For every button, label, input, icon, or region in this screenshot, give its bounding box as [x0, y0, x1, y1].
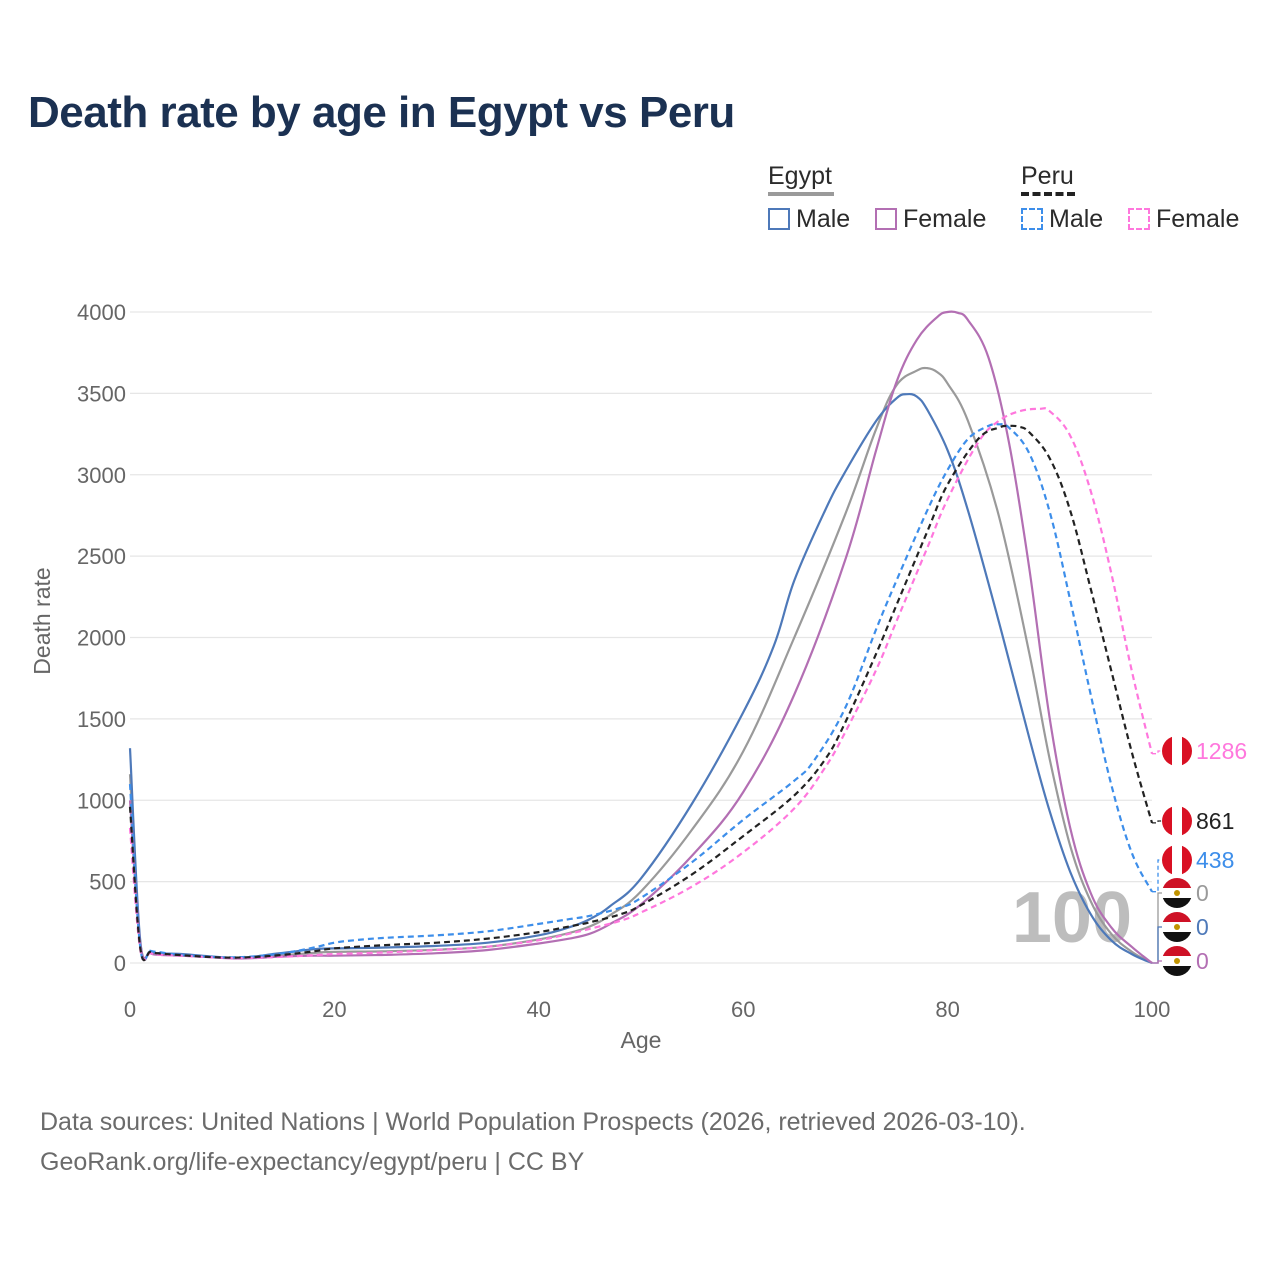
egypt-flag-icon	[1162, 878, 1192, 908]
legend-swatch-peru-female	[1128, 208, 1150, 230]
y-axis-title: Death rate	[29, 567, 55, 674]
end-label-connector	[1152, 750, 1162, 755]
end-label-connector	[1152, 859, 1162, 893]
legend-peru-total-line	[1021, 192, 1075, 196]
y-tick-label: 1000	[77, 788, 126, 813]
legend-group-peru-label: Peru	[1021, 162, 1074, 190]
legend-swatch-egypt-male	[768, 208, 790, 230]
end-value-label: 0	[1196, 880, 1209, 906]
legend-group-egypt-label: Egypt	[768, 162, 832, 190]
end-label-connectors	[1152, 750, 1162, 964]
x-tick-label: 60	[731, 997, 755, 1022]
peru-flag-icon	[1162, 736, 1192, 766]
y-tick-label: 2500	[77, 544, 126, 569]
egypt-flag-icon	[1162, 912, 1192, 942]
series-line-peru-total[interactable]	[128, 424, 1154, 962]
x-tick-label: 40	[527, 997, 551, 1022]
legend-egypt-male[interactable]: Male	[768, 204, 850, 234]
year-watermark: 100	[1012, 878, 1132, 958]
gridlines	[130, 311, 1152, 964]
legend-label-egypt-male: Male	[796, 204, 851, 233]
series-line-egypt-male[interactable]	[128, 392, 1153, 965]
legend-peru-female[interactable]: Female	[1128, 204, 1239, 234]
series-line-peru-female[interactable]	[128, 407, 1154, 962]
y-tick-label: 0	[114, 951, 126, 976]
legend-label-peru-female: Female	[1156, 204, 1240, 233]
legend-peru-male[interactable]: Male	[1021, 204, 1103, 234]
legend-swatch-peru-male	[1021, 208, 1043, 230]
y-tick-label: 500	[89, 870, 126, 895]
end-value-label: 861	[1196, 808, 1234, 834]
y-tick-label: 2000	[77, 626, 126, 651]
end-value-label: 1286	[1196, 738, 1247, 764]
footer-sources: Data sources: United Nations | World Pop…	[40, 1108, 1026, 1136]
egypt-flag-icon	[1162, 946, 1192, 976]
y-tick-label: 3000	[77, 463, 126, 488]
x-tick-label: 0	[124, 997, 136, 1022]
legend-label-egypt-female: Female	[903, 204, 987, 233]
y-axis-ticks: 0 500 1000 1500 2000 2500 3000 3500 4000	[77, 300, 126, 976]
y-tick-label: 1500	[77, 707, 126, 732]
end-labels: 1286 861 438 0 0 0	[1162, 736, 1247, 976]
legend-label-peru-male: Male	[1049, 204, 1104, 233]
footer-link[interactable]: GeoRank.org/life-expectancy/egypt/peru |…	[40, 1148, 585, 1176]
legend-group-egypt: Egypt	[768, 162, 834, 196]
x-tick-label: 100	[1134, 997, 1171, 1022]
y-tick-label: 4000	[77, 300, 126, 325]
x-axis-title: Age	[621, 1027, 662, 1053]
series-line-peru-male[interactable]	[128, 422, 1153, 963]
series-lines	[128, 310, 1154, 965]
end-label-connector	[1152, 960, 1162, 964]
x-tick-label: 80	[935, 997, 959, 1022]
end-label-connector	[1152, 926, 1162, 964]
legend-egypt-total-line	[768, 192, 834, 196]
legend-egypt-female[interactable]: Female	[875, 204, 986, 234]
end-label-connector	[1152, 820, 1162, 824]
end-label-connector	[1152, 892, 1162, 964]
y-tick-label: 3500	[77, 381, 126, 406]
x-tick-label: 20	[322, 997, 346, 1022]
legend-group-peru: Peru	[1021, 162, 1075, 196]
series-line-egypt-total[interactable]	[128, 366, 1153, 964]
end-value-label: 0	[1196, 914, 1209, 940]
legend-swatch-egypt-female	[875, 208, 897, 230]
peru-flag-icon	[1162, 806, 1192, 836]
end-value-label: 438	[1196, 847, 1234, 873]
x-axis-ticks: 0 20 40 60 80 100	[124, 997, 1170, 1022]
chart-title: Death rate by age in Egypt vs Peru	[28, 88, 735, 137]
end-value-label: 0	[1196, 948, 1209, 974]
peru-flag-icon	[1162, 845, 1192, 875]
